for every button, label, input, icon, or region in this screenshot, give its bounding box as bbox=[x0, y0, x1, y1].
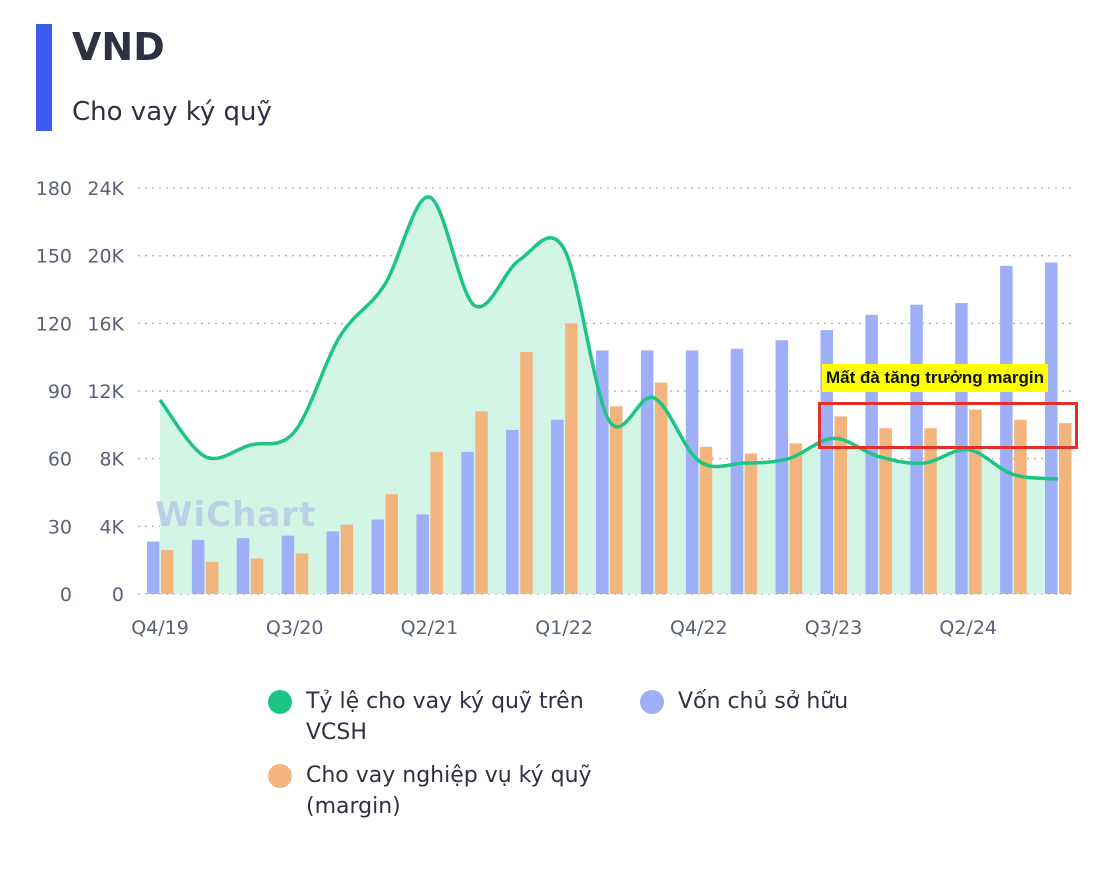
chart-title: VND bbox=[72, 25, 165, 69]
equity-bar bbox=[551, 419, 564, 594]
margin-bar bbox=[969, 409, 982, 594]
equity-bar bbox=[775, 340, 789, 594]
margin-bar bbox=[565, 323, 578, 594]
equity-bar bbox=[685, 350, 699, 594]
legend-label: Tỷ lệ cho vay ký quỹ trên VCSH bbox=[306, 689, 584, 745]
margin-bar bbox=[789, 443, 803, 594]
margin-bar bbox=[744, 453, 758, 594]
margin-bar bbox=[250, 558, 264, 594]
ratio-line bbox=[158, 195, 1059, 481]
equity-bar bbox=[1045, 262, 1058, 594]
chart-subtitle: Cho vay ký quỹ bbox=[72, 97, 272, 127]
y-tick-label-value: 20K bbox=[87, 246, 124, 268]
y-tick-label-ratio: 0 bbox=[60, 584, 72, 606]
x-tick-label: Q3/20 bbox=[266, 617, 324, 639]
chart-canvas: 0 30 60 90 120 150 180 0 4K 8K 12K 16K 20K 24K Q4/19… bbox=[36, 178, 1076, 639]
equity-bar bbox=[147, 541, 160, 594]
left-axis-value-ticks: 0 4K 8K 12K 16K 20K 24K bbox=[87, 178, 124, 606]
x-tick-label: Q2/24 bbox=[939, 617, 997, 639]
margin-bar bbox=[834, 416, 847, 594]
margin-bar bbox=[385, 494, 398, 594]
ratio-area-series bbox=[160, 196, 1058, 594]
equity-bar bbox=[461, 451, 474, 594]
margin-bar bbox=[520, 352, 533, 594]
margin-bar bbox=[924, 428, 937, 594]
margin-bar bbox=[205, 561, 219, 594]
ratio-area-fill bbox=[160, 196, 1058, 594]
wichart-watermark: WiChart bbox=[155, 495, 317, 535]
x-tick-label: Q4/19 bbox=[131, 617, 189, 639]
equity-bar bbox=[730, 348, 744, 594]
highlight-rectangle bbox=[818, 402, 1078, 449]
equity-bar bbox=[820, 330, 833, 594]
margin-bar bbox=[430, 451, 443, 594]
legend-dot-icon bbox=[640, 690, 664, 714]
x-axis-ticks: Q4/19 Q3/20 Q2/21 Q1/22 Q4/22 Q3/23 Q2/24 bbox=[131, 617, 997, 639]
margin-bar bbox=[610, 406, 623, 594]
y-tick-label-value: 4K bbox=[99, 516, 124, 538]
ratio-line-series bbox=[158, 195, 1059, 481]
equity-bar bbox=[326, 531, 340, 594]
equity-bar bbox=[640, 350, 654, 594]
legend-label: Cho vay nghiệp vụ ký quỹ (margin) bbox=[306, 763, 592, 819]
y-tick-label-value: 12K bbox=[87, 381, 124, 403]
margin-bar bbox=[699, 446, 713, 594]
y-tick-label-ratio: 30 bbox=[48, 516, 72, 538]
margin-bar bbox=[1059, 423, 1072, 594]
margin-bar bbox=[340, 524, 354, 594]
left-axis-ratio-ticks: 0 30 60 90 120 150 180 bbox=[36, 178, 72, 606]
y-tick-label-value: 0 bbox=[112, 584, 124, 606]
margin-bar bbox=[654, 382, 668, 594]
equity-bar bbox=[236, 538, 250, 594]
y-tick-label-ratio: 150 bbox=[36, 246, 72, 268]
equity-bar bbox=[506, 429, 519, 594]
x-tick-label: Q2/21 bbox=[401, 617, 459, 639]
margin-annotation-label: Mất đà tăng trưởng margin bbox=[822, 364, 1049, 392]
legend-item-ratio[interactable]: Tỷ lệ cho vay ký quỹ trên VCSH bbox=[268, 686, 618, 748]
legend-dot-icon bbox=[268, 764, 292, 788]
equity-bar bbox=[281, 535, 295, 594]
x-tick-label: Q1/22 bbox=[535, 617, 593, 639]
margin-bar bbox=[161, 550, 174, 594]
y-tick-label-value: 24K bbox=[87, 178, 124, 200]
y-tick-label-ratio: 180 bbox=[36, 178, 72, 200]
x-tick-label: Q4/22 bbox=[670, 617, 728, 639]
y-tick-label-ratio: 90 bbox=[48, 381, 72, 403]
margin-bar bbox=[295, 553, 309, 594]
y-tick-label-ratio: 120 bbox=[36, 313, 72, 335]
margin-bar bbox=[475, 411, 488, 594]
x-tick-label: Q3/23 bbox=[805, 617, 863, 639]
y-tick-label-ratio: 60 bbox=[48, 449, 72, 471]
y-tick-label-value: 8K bbox=[99, 449, 124, 471]
margin-bar bbox=[1014, 419, 1027, 594]
equity-bar bbox=[1000, 265, 1013, 594]
legend-dot-icon bbox=[268, 690, 292, 714]
legend-label: Vốn chủ sở hữu bbox=[678, 689, 849, 714]
y-tick-label-value: 16K bbox=[87, 313, 124, 335]
title-accent-bar bbox=[36, 24, 52, 131]
equity-bar bbox=[371, 519, 384, 594]
equity-bar bbox=[416, 514, 429, 594]
equity-bar bbox=[191, 539, 205, 594]
legend-item-equity[interactable]: Vốn chủ sở hữu bbox=[640, 686, 880, 717]
equity-bar bbox=[910, 304, 923, 594]
legend-item-margin[interactable]: Cho vay nghiệp vụ ký quỹ (margin) bbox=[268, 760, 628, 822]
margin-bar bbox=[879, 428, 892, 594]
